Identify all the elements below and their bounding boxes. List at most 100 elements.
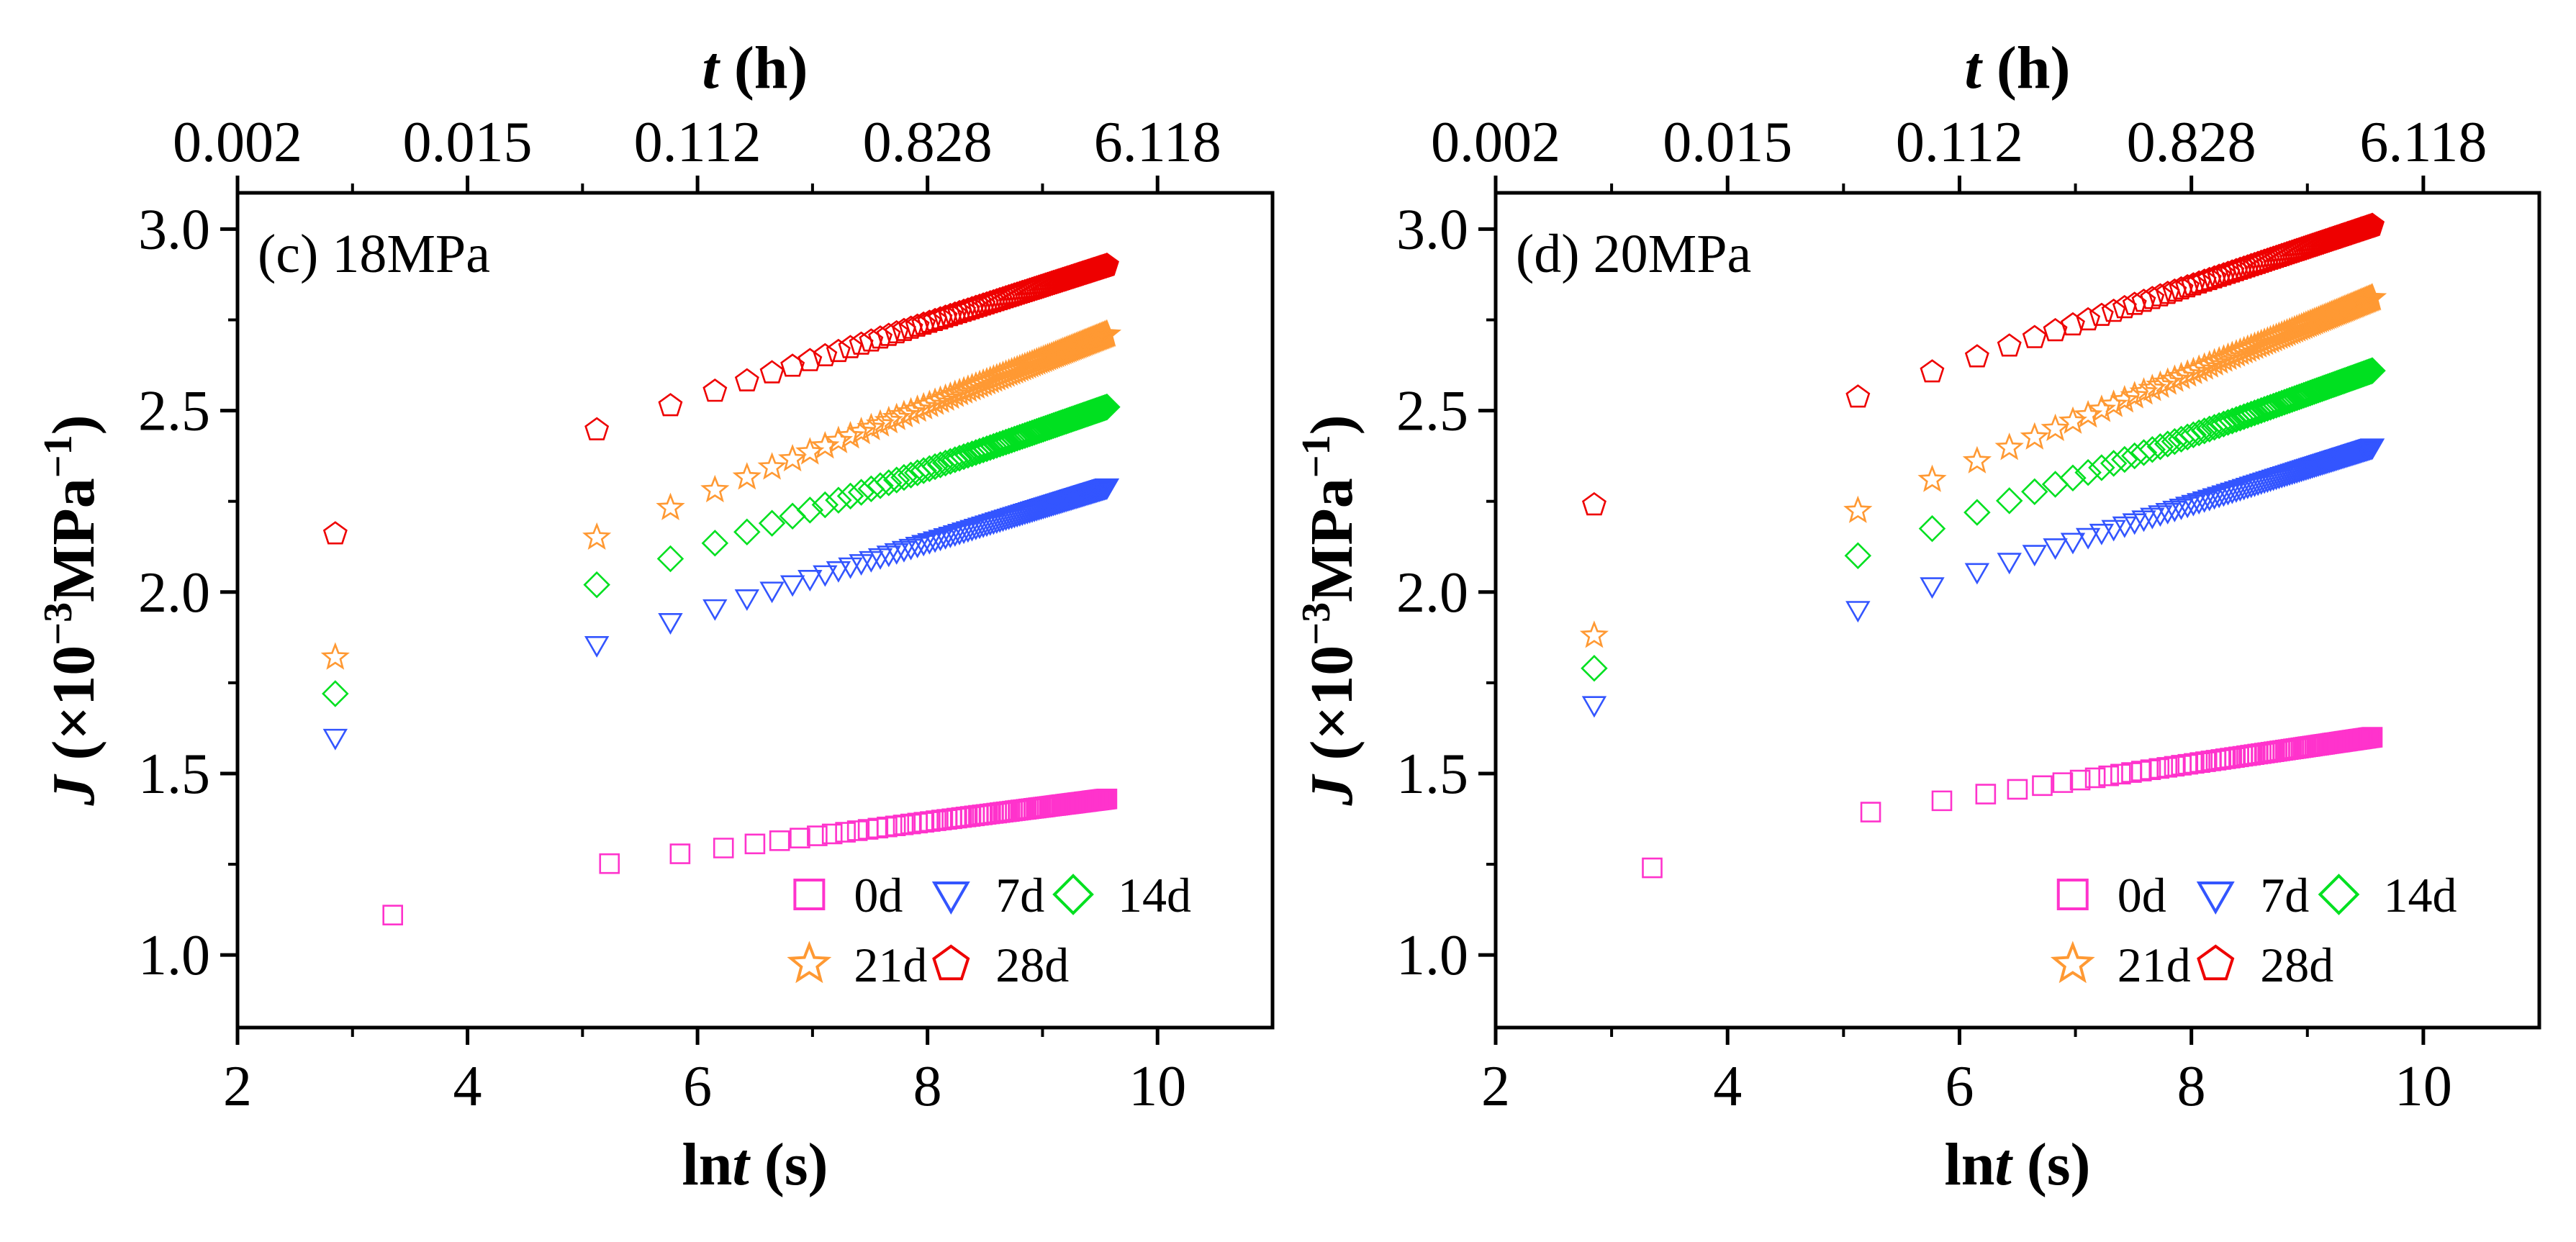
y-tick-label: 2.5 [1396, 380, 1468, 443]
data-point [757, 452, 787, 480]
data-point [797, 348, 823, 371]
legend-marker [2318, 874, 2360, 915]
data-point [885, 815, 906, 837]
data-point [884, 543, 909, 565]
data-point [857, 412, 886, 440]
top-tick-label: 6.118 [1094, 111, 1221, 174]
y-tick-label: 2.0 [1396, 561, 1468, 625]
top-axis-title: t (h) [1964, 35, 2070, 101]
data-point [890, 463, 918, 491]
data-point [1997, 333, 2022, 357]
data-point [1096, 788, 1118, 810]
data-point [2207, 263, 2232, 287]
legend-marker [931, 881, 970, 915]
data-point [2043, 317, 2068, 342]
data-point [1579, 620, 1609, 648]
data-point [2234, 402, 2261, 430]
data-point [922, 531, 948, 553]
data-point [868, 325, 893, 349]
data-point [759, 360, 785, 384]
data-point [780, 353, 805, 377]
legend-label: 21d [854, 938, 927, 992]
top-tick-label: 0.828 [2127, 111, 2256, 174]
x-tick-label: 10 [1129, 1055, 1186, 1118]
x-tick-label: 6 [1945, 1055, 1974, 1118]
data-point [2238, 476, 2264, 499]
data-point [322, 680, 349, 707]
data-point [807, 825, 828, 846]
data-point [2111, 445, 2138, 473]
legend-label: 7d [2260, 868, 2309, 923]
top-tick-label: 0.112 [634, 111, 761, 174]
data-point [1860, 802, 1881, 822]
y-tick-label: 1.0 [138, 924, 210, 987]
data-point [2228, 256, 2253, 280]
data-point [2256, 394, 2284, 421]
data-point [915, 389, 944, 417]
y-tick-label: 1.5 [1396, 743, 1468, 806]
data-point [2059, 464, 2087, 491]
legend: 0d 7d 14d 21d 28d [2050, 868, 2457, 992]
x-axis-title: lnt (s) [682, 1131, 828, 1198]
data-point [876, 545, 901, 568]
data-point [656, 545, 684, 573]
data-point [702, 378, 728, 402]
data-point [2181, 494, 2206, 517]
data-point [2184, 753, 2205, 774]
y-tick-label: 3.0 [138, 198, 210, 261]
panel-label: (c) 18MPa [258, 224, 490, 284]
legend-label: 7d [995, 868, 1044, 923]
data-point [2154, 430, 2182, 458]
data-point [734, 589, 760, 611]
top-tick-label: 0.002 [173, 111, 302, 174]
top-axis-title: t (h) [702, 35, 808, 101]
data-point [1995, 487, 2023, 515]
data-point [907, 812, 928, 834]
data-point [823, 425, 854, 453]
data-point [1006, 423, 1034, 451]
data-point [1975, 784, 1997, 804]
data-point [967, 293, 993, 317]
data-point [582, 522, 612, 550]
x-axis-title: lnt (s) [1944, 1131, 2090, 1198]
legend: 0d 7d 14d 21d 28d [787, 868, 1191, 992]
data-point [583, 571, 610, 599]
data-point [734, 368, 759, 391]
data-point [2187, 493, 2212, 515]
data-point [2101, 520, 2126, 542]
data-point [876, 322, 901, 346]
legend-marker [787, 940, 832, 984]
data-point [917, 532, 942, 555]
data-point [656, 492, 685, 520]
data-point [2228, 480, 2253, 502]
data-point [1845, 384, 1871, 408]
data-point [967, 517, 993, 540]
data-point [733, 518, 761, 546]
data-point [2174, 497, 2200, 519]
series-28d [1581, 212, 2385, 516]
data-point [2087, 394, 2117, 422]
data-point [584, 636, 610, 658]
data-point [959, 520, 985, 542]
data-point [382, 905, 403, 925]
data-point [2362, 727, 2383, 748]
data-point [911, 535, 936, 557]
data-point [2155, 281, 2180, 304]
data-point [826, 338, 851, 363]
data-point [2235, 254, 2260, 278]
plot-frame [235, 191, 1275, 1030]
data-point [744, 833, 766, 855]
data-point [2273, 387, 2301, 415]
data-point [2179, 421, 2207, 449]
data-point [701, 530, 729, 557]
data-point [2138, 435, 2166, 463]
data-point [759, 581, 785, 604]
data-point [1964, 344, 1989, 368]
data-point [2140, 507, 2165, 530]
data-point [2140, 759, 2161, 781]
data-point [2359, 438, 2385, 461]
data-point [1997, 553, 2022, 575]
data-point [838, 335, 863, 358]
data-point [1917, 464, 1947, 492]
data-point [2175, 273, 2200, 298]
